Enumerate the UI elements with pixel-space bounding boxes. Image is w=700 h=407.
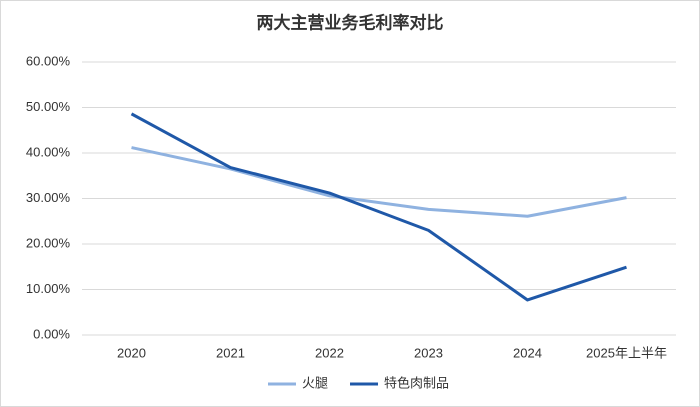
chart-title: 两大主营业务毛利率对比 [257, 12, 444, 32]
series-line [131, 146, 627, 218]
y-tick-label: 60.00% [26, 53, 71, 68]
x-tick-label: 2023 [414, 345, 443, 360]
y-tick-label: 40.00% [26, 144, 71, 159]
legend-label: 火腿 [302, 375, 328, 390]
y-tick-label: 0.00% [33, 326, 70, 341]
y-tick-label: 30.00% [26, 190, 71, 205]
y-tick-label: 50.00% [26, 99, 71, 114]
legend-label: 特色肉制品 [384, 375, 449, 390]
x-tick-label: 2021 [216, 345, 245, 360]
x-tick-label: 2025年上半年 [586, 345, 667, 360]
x-tick-label: 2020 [117, 345, 146, 360]
y-tick-label: 10.00% [26, 281, 71, 296]
x-tick-label: 2024 [513, 345, 542, 360]
series-line [130, 112, 627, 302]
x-tick-label: 2022 [315, 345, 344, 360]
y-tick-label: 20.00% [26, 235, 71, 250]
